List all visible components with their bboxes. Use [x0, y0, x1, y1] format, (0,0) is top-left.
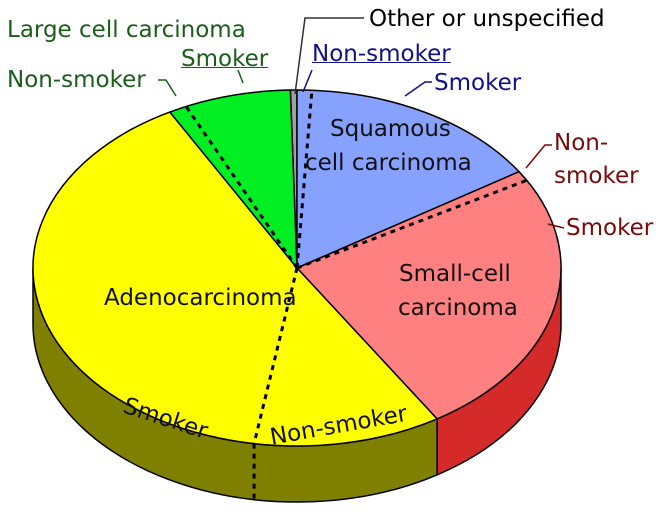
slice-adenocarcinoma [32, 111, 438, 447]
label-small-cell-1: Small-cell [399, 261, 511, 287]
subgroup-divider [252, 267, 299, 444]
label-squamous-nonsmoker: Non-smoker [312, 41, 451, 67]
label-small-cell-2: carcinoma [398, 295, 518, 321]
label-squamous: Squamous [330, 116, 451, 142]
label-adeno: Adenocarcinoma [104, 285, 297, 311]
label-squamous-line2: cell carcinoma [305, 150, 472, 176]
leader-squamous-nonsmoker [302, 69, 313, 93]
subgroup-divider [184, 105, 299, 269]
leader-small-nonsmoker [525, 144, 552, 169]
label-large-smoker: Smoker [181, 46, 269, 72]
leader-squamous-smoker [404, 81, 432, 97]
label-squamous-smoker: Smoker [434, 70, 522, 96]
leader-large-nonsmoker [158, 79, 177, 97]
label-small-smoker: Smoker [566, 215, 654, 241]
label-squamous-2: cell carcinoma [305, 150, 472, 176]
slice-squamous-cell-carcinoma [296, 89, 520, 269]
slice-small-cell-carcinoma [296, 170, 562, 420]
label-small-nonsmoker-1: Non- [554, 130, 609, 156]
subgroup-divider [296, 178, 528, 270]
label-large: Large cell carcinoma [7, 17, 246, 43]
label-small-nonsmoker-2: smoker [554, 163, 639, 189]
leader-other [294, 17, 364, 95]
label-squamous-1: Squamous [330, 116, 451, 142]
leader-large-smoker [237, 69, 244, 84]
label-large-nonsmoker: Non-smoker [7, 67, 146, 93]
leader-small-smoker [547, 223, 565, 229]
label-other: Other or unspecified [369, 6, 605, 32]
